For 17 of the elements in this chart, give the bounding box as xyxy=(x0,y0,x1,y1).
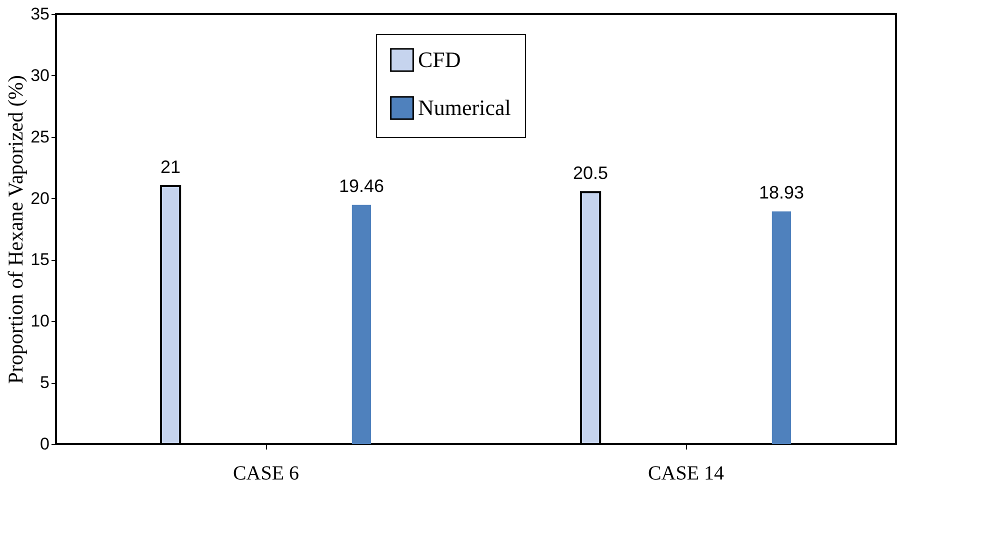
data-label: 21 xyxy=(160,157,181,177)
y-tick-label: 0 xyxy=(40,434,50,454)
data-label: 20.5 xyxy=(573,163,608,184)
y-tick-label: 5 xyxy=(40,373,50,392)
y-tick-label: 30 xyxy=(30,66,50,85)
y-tick-label: 35 xyxy=(30,4,50,24)
data-label: 18.93 xyxy=(758,182,804,202)
y-tick-label: 25 xyxy=(30,127,50,146)
legend-label: CFD xyxy=(418,47,461,72)
x-tick-label: CASE 6 xyxy=(232,462,300,484)
y-axis-title: Proportion of Hexane Vaporized (%) xyxy=(4,75,28,384)
y-tick-label: 15 xyxy=(30,250,50,270)
x-tick-label: CASE 14 xyxy=(648,462,724,484)
data-label: 19.46 xyxy=(338,176,384,196)
y-tick-label: 10 xyxy=(30,312,50,331)
y-tick-label: 20 xyxy=(30,188,50,208)
legend-label: Numerical xyxy=(418,95,511,120)
